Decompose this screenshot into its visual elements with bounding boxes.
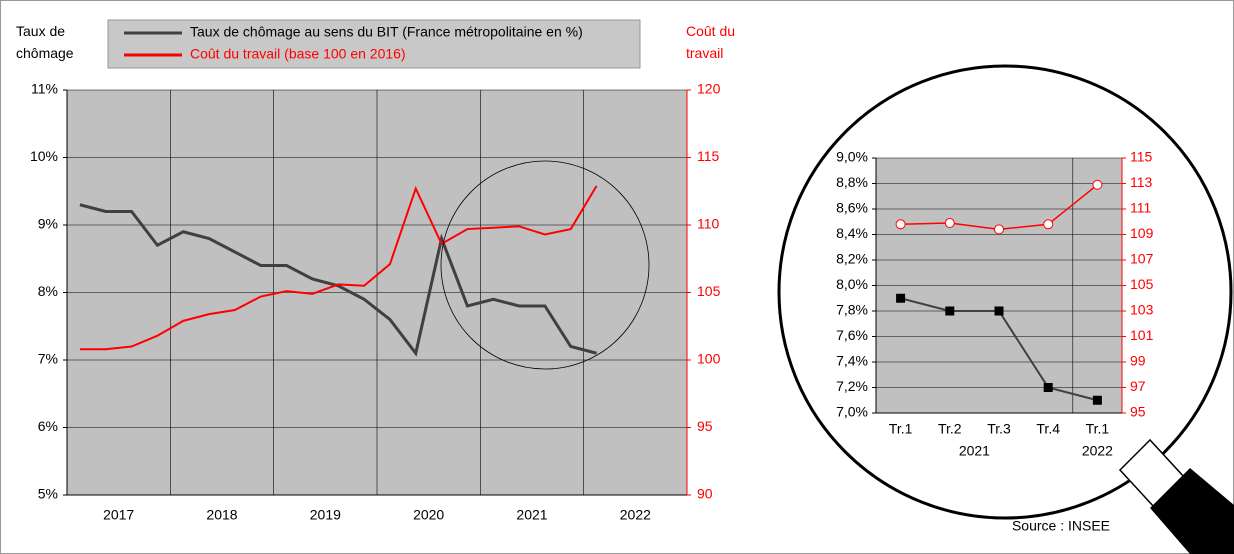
x-tick-label: Tr.1 <box>889 421 913 437</box>
y-tick-label: 9% <box>38 216 58 232</box>
y-tick-label: 9,0% <box>836 149 868 165</box>
x-tick-label: 2021 <box>516 507 547 523</box>
point <box>944 218 955 229</box>
legend-box <box>107 19 641 69</box>
y2-tick-label: 115 <box>697 148 720 164</box>
y-tick-label: 8,0% <box>836 276 868 292</box>
y-tick-label: 8% <box>38 283 58 299</box>
x-tick-label: 2020 <box>413 507 444 523</box>
y-tick-label: 8,8% <box>836 174 868 190</box>
y-tick-label: 5% <box>38 486 58 502</box>
y-tick-label: 6% <box>38 418 58 434</box>
y2-tick-label: 101 <box>1130 327 1154 343</box>
x-tick-label: 2017 <box>103 507 134 523</box>
y-title: Taux de chômage <box>16 23 74 61</box>
y2-tick-label: 109 <box>1130 225 1154 241</box>
point <box>1043 383 1053 392</box>
series-line <box>79 203 597 357</box>
y2-tick-label: 107 <box>1130 251 1154 267</box>
y2-tick-label: 95 <box>1130 404 1146 420</box>
zoom-circle <box>440 160 650 370</box>
source: Source : INSEE <box>1012 518 1110 534</box>
magnifier-handle <box>1150 468 1234 554</box>
x-tick-label: Tr.2 <box>938 421 962 437</box>
y2-tick-label: 103 <box>1130 302 1154 318</box>
group-label: 2021 <box>959 443 990 459</box>
y2-tick-label: 97 <box>1130 378 1146 394</box>
y2-tick-label: 105 <box>1130 276 1154 292</box>
y2-tick-label: 115 <box>1130 149 1153 165</box>
y-tick-label: 8,2% <box>836 251 868 267</box>
legend-label: Coût du travail (base 100 en 2016) <box>190 46 406 62</box>
y-tick-label: 8,4% <box>836 225 868 241</box>
point <box>1092 179 1103 190</box>
y-tick-label: 8,6% <box>836 200 868 216</box>
y2-tick-label: 113 <box>1130 174 1153 190</box>
y-tick-label: 7,4% <box>836 353 868 369</box>
y2-tick-label: 110 <box>697 216 720 232</box>
group-label: 2022 <box>1082 443 1113 459</box>
y-tick-label: 7,0% <box>836 404 868 420</box>
legend-label: Taux de chômage au sens du BIT (France m… <box>190 24 583 40</box>
x-tick-label: 2018 <box>206 507 237 523</box>
x-tick-label: 2019 <box>310 507 341 523</box>
y2-tick-label: 105 <box>697 283 721 299</box>
y-tick-label: 7,8% <box>836 302 868 318</box>
y2-title: Coût du travail <box>686 23 736 61</box>
y2-tick-label: 111 <box>1130 200 1151 216</box>
y-tick-label: 7% <box>38 351 58 367</box>
y-tick-label: 7,6% <box>836 327 868 343</box>
x-tick-label: Tr.4 <box>1036 421 1060 437</box>
x-tick-label: Tr.3 <box>987 421 1011 437</box>
x-tick-label: Tr.1 <box>1086 421 1110 437</box>
y-tick-label: 11% <box>31 81 58 97</box>
point <box>895 219 906 230</box>
y-tick-label: 10% <box>30 148 58 164</box>
y2-tick-label: 120 <box>697 81 721 97</box>
point <box>1043 219 1054 230</box>
y2-tick-label: 95 <box>697 418 713 434</box>
y2-tick-label: 99 <box>1130 353 1146 369</box>
point <box>1092 395 1102 405</box>
point <box>994 224 1004 235</box>
series-line <box>79 185 598 351</box>
point <box>896 293 906 303</box>
point <box>945 306 955 316</box>
x-tick-label: 2022 <box>620 507 651 523</box>
y2-tick-label: 90 <box>697 486 713 502</box>
y2-tick-label: 100 <box>697 351 721 367</box>
point <box>994 306 1004 316</box>
y-tick-label: 7,2% <box>836 378 868 394</box>
